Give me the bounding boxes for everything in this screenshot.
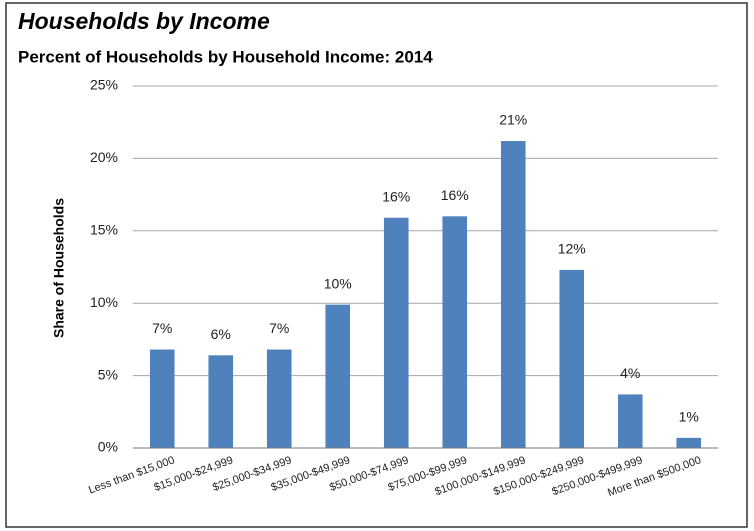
y-tick-label: 20% — [90, 149, 118, 165]
chart-subtitle: Percent of Households by Household Incom… — [18, 47, 433, 66]
y-axis-label: Share of Households — [51, 198, 67, 338]
bar — [500, 141, 526, 449]
bar — [266, 349, 292, 448]
value-label: 1% — [679, 409, 699, 425]
bar — [149, 349, 175, 448]
y-tick-label: 25% — [90, 77, 118, 93]
y-tick-label: 5% — [98, 366, 118, 382]
y-tick-label: 15% — [90, 222, 118, 238]
value-label: 7% — [269, 320, 289, 336]
bar — [325, 304, 351, 448]
value-label: 16% — [382, 188, 410, 204]
chart-title: Households by Income — [18, 8, 270, 34]
value-label: 4% — [620, 365, 640, 381]
bar — [442, 216, 468, 448]
value-label: 7% — [152, 320, 172, 336]
bar — [617, 394, 643, 448]
value-label: 12% — [558, 241, 586, 257]
bar — [208, 355, 234, 448]
bar — [676, 437, 702, 448]
bar — [383, 217, 409, 448]
value-label: 21% — [499, 112, 527, 128]
value-label: 6% — [211, 326, 231, 342]
value-label: 10% — [324, 275, 352, 291]
bar — [559, 269, 585, 448]
y-tick-label: 10% — [90, 294, 118, 310]
y-tick-label: 0% — [98, 439, 118, 455]
value-label: 16% — [441, 187, 469, 203]
